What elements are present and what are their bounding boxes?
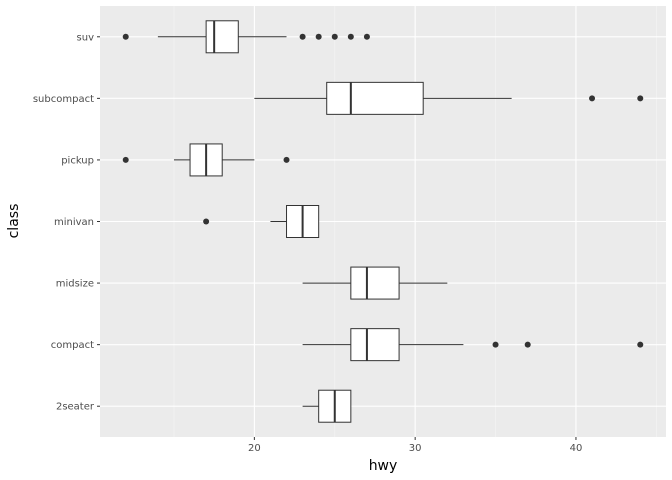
x-tick-label: 30 [409,443,422,454]
x-axis-title: hwy [369,458,398,474]
box-subcompact [254,81,644,115]
x-axis: 20 30 40 [248,437,582,454]
box-midsize [302,266,448,300]
y-tick-label: minivan [54,217,94,228]
box-compact [302,328,644,362]
x-tick-label: 40 [570,443,583,454]
outlier-point [492,341,499,348]
y-tick-label: pickup [61,155,94,166]
outlier-point [524,341,531,348]
boxes-layer [122,20,644,423]
y-tick-label: 2seater [56,402,95,413]
outlier-point [331,33,338,40]
outlier-point [299,33,306,40]
iqr-box [350,266,400,300]
y-axis-title: class [6,204,22,239]
box-minivan [203,205,320,238]
box-2seater [302,389,352,423]
outlier-point [283,156,290,163]
y-tick-label: subcompact [33,94,94,105]
box-suv [122,20,370,54]
outlier-point [637,341,644,348]
outlier-point [589,95,596,102]
outlier-point [122,156,129,163]
outlier-point [637,95,644,102]
outlier-point [203,218,210,225]
iqr-box [326,81,424,115]
box-pickup [122,143,290,177]
outlier-point [122,33,129,40]
outlier-point [315,33,322,40]
y-axis: 2seater compact midsize minivan pickup subcom… [33,32,100,413]
y-tick-label: compact [51,340,94,351]
outlier-point [363,33,370,40]
iqr-box [205,20,239,54]
y-tick-label: midsize [56,279,94,290]
outlier-point [347,33,354,40]
y-tick-label: suv [77,32,95,43]
x-tick-label: 20 [248,443,261,454]
iqr-box [350,328,400,362]
